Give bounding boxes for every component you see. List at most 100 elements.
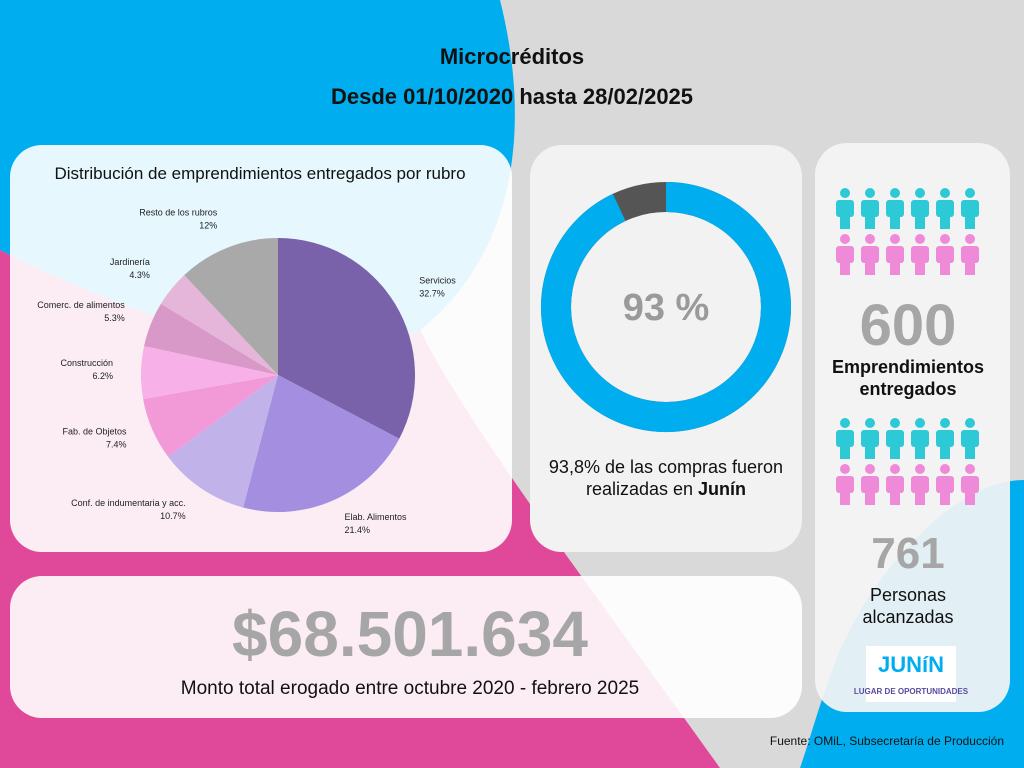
pie-slice xyxy=(144,303,278,375)
person-head xyxy=(865,464,875,474)
pie-label: Elab. Alimentos xyxy=(344,512,407,522)
total-panel xyxy=(10,576,802,718)
person-legs xyxy=(940,491,950,505)
person-legs xyxy=(865,261,875,275)
person-legs xyxy=(915,491,925,505)
person-body xyxy=(911,476,929,493)
pie-slice xyxy=(168,375,278,508)
person-legs xyxy=(840,215,850,229)
person-body xyxy=(961,430,979,447)
pie-slice xyxy=(243,375,400,512)
person-body xyxy=(861,476,879,493)
pie-value-label: 5.3% xyxy=(104,313,125,323)
person-head xyxy=(890,418,900,428)
person-legs xyxy=(890,491,900,505)
person-body xyxy=(836,476,854,493)
person-body xyxy=(911,430,929,447)
person-body xyxy=(936,246,954,263)
pie-value-label: 4.3% xyxy=(129,270,150,280)
title: Microcréditos xyxy=(440,44,584,69)
person-legs xyxy=(890,261,900,275)
logo-tagline: LUGAR DE OPORTUNIDADES xyxy=(854,687,969,696)
person-legs xyxy=(865,215,875,229)
stat-label: Personas alcanzadas xyxy=(862,585,954,627)
person-body xyxy=(936,200,954,217)
pie-value-label: 21.4% xyxy=(344,525,370,535)
person-body xyxy=(886,430,904,447)
person-head xyxy=(940,234,950,244)
subtitle: Desde 01/10/2020 hasta 28/02/2025 xyxy=(331,84,693,109)
pie-label: Jardinería xyxy=(110,257,150,267)
stat-label: Emprendimientos entregados xyxy=(831,357,985,399)
person-legs xyxy=(965,491,975,505)
person-body xyxy=(911,246,929,263)
total-label: Monto total erogado entre octubre 2020 -… xyxy=(180,678,640,699)
person-head xyxy=(865,418,875,428)
person-legs xyxy=(840,445,850,459)
person-head xyxy=(840,188,850,198)
person-legs xyxy=(890,445,900,459)
person-head xyxy=(915,234,925,244)
pie-label: Conf. de indumentaria y acc. xyxy=(71,498,186,508)
pie-label: Servicios xyxy=(419,276,456,286)
person-body xyxy=(961,476,979,493)
person-body xyxy=(886,476,904,493)
person-legs xyxy=(890,215,900,229)
donut-panel xyxy=(530,145,802,552)
person-legs xyxy=(865,445,875,459)
person-head xyxy=(940,418,950,428)
person-legs xyxy=(865,491,875,505)
donut-arc xyxy=(541,182,791,432)
person-head xyxy=(890,234,900,244)
person-legs xyxy=(965,215,975,229)
pie-slice xyxy=(143,375,278,457)
pie-slice xyxy=(141,345,278,399)
person-body xyxy=(886,246,904,263)
person-head xyxy=(865,188,875,198)
person-head xyxy=(965,464,975,474)
pie-value-label: 12% xyxy=(199,221,217,231)
person-legs xyxy=(965,261,975,275)
stat-value: 600 xyxy=(860,293,957,358)
donut-caption: 93,8% de las compras fueron realizadas e… xyxy=(545,456,787,500)
pie-slice xyxy=(160,275,278,375)
person-legs xyxy=(915,215,925,229)
person-body xyxy=(861,246,879,263)
person-body xyxy=(836,430,854,447)
person-legs xyxy=(940,261,950,275)
caption-bold: Junín xyxy=(698,479,747,499)
logo-box xyxy=(866,646,956,702)
person-legs xyxy=(940,445,950,459)
person-body xyxy=(836,246,854,263)
source: Fuente: OMiL, Subsecretaría de Producció… xyxy=(770,734,1004,748)
person-legs xyxy=(840,261,850,275)
person-head xyxy=(915,464,925,474)
donut-chart xyxy=(541,182,791,432)
person-body xyxy=(936,476,954,493)
person-head xyxy=(840,464,850,474)
person-body xyxy=(861,430,879,447)
person-head xyxy=(865,234,875,244)
person-body xyxy=(886,200,904,217)
person-legs xyxy=(840,491,850,505)
donut-value-label: 93 % xyxy=(623,287,710,329)
pie-value-label: 10.7% xyxy=(160,511,186,521)
person-legs xyxy=(965,445,975,459)
person-head xyxy=(940,464,950,474)
person-head xyxy=(940,188,950,198)
person-body xyxy=(911,200,929,217)
person-head xyxy=(965,234,975,244)
person-body xyxy=(961,246,979,263)
person-head xyxy=(965,418,975,428)
person-head xyxy=(840,418,850,428)
person-body xyxy=(861,200,879,217)
pie-value-label: 7.4% xyxy=(106,440,127,450)
pie-value-label: 32.7% xyxy=(419,289,445,299)
person-body xyxy=(961,200,979,217)
pie-title: Distribución de emprendimientos entregad… xyxy=(54,164,466,183)
stats-panel xyxy=(815,143,1010,712)
icons xyxy=(836,188,979,505)
pie-slice xyxy=(278,238,415,439)
